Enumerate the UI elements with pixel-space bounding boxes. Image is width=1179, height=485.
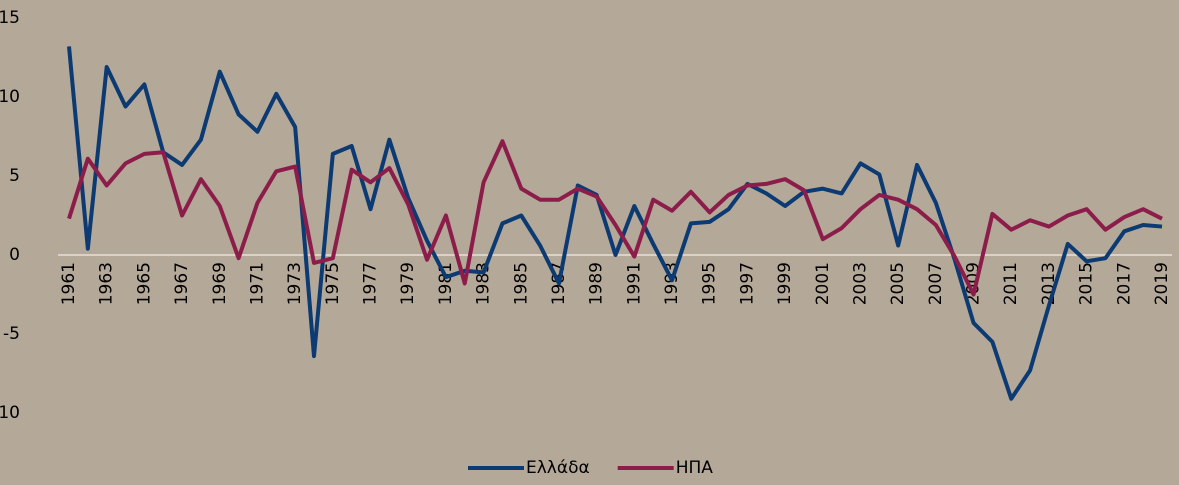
x-tick-label: 2011 xyxy=(1001,262,1021,305)
x-tick-label: 1989 xyxy=(587,262,607,305)
x-tick-label: 1995 xyxy=(700,262,720,305)
x-tick-label: 1975 xyxy=(323,262,343,305)
y-tick-label: 10 xyxy=(0,87,20,107)
y-tick-label: 0 xyxy=(9,245,20,265)
x-tick-label: 2001 xyxy=(813,262,833,305)
x-tick-label: 1965 xyxy=(134,262,154,305)
x-tick-label: 1977 xyxy=(361,262,381,305)
legend-label: Ελλάδα xyxy=(526,458,590,478)
x-tick-label: 1981 xyxy=(436,262,456,305)
y-tick-label: -5 xyxy=(3,324,20,344)
y-tick-label: 15 xyxy=(0,8,20,28)
legend-label: ΗΠΑ xyxy=(676,458,714,478)
y-tick-label: 5 xyxy=(9,166,20,186)
x-tick-label: 1961 xyxy=(59,262,79,305)
x-tick-label: 1963 xyxy=(97,262,117,305)
x-tick-label: 2019 xyxy=(1152,262,1172,305)
x-tick-label: 1967 xyxy=(172,262,192,305)
x-tick-label: 1971 xyxy=(247,262,267,305)
x-tick-label: 1991 xyxy=(624,262,644,305)
x-tick-label: 1973 xyxy=(285,262,305,305)
x-tick-label: 2017 xyxy=(1114,262,1134,305)
x-tick-label: 1985 xyxy=(511,262,531,305)
x-tick-label: 2005 xyxy=(888,262,908,305)
y-tick-label: -10 xyxy=(0,403,20,423)
x-tick-label: 2007 xyxy=(926,262,946,305)
x-tick-label: 1999 xyxy=(775,262,795,305)
series-line xyxy=(67,46,1163,401)
x-tick-label: 2015 xyxy=(1077,262,1097,305)
x-tick-label: 1997 xyxy=(737,262,757,305)
x-tick-label: 1969 xyxy=(210,262,230,305)
x-tick-label: 2003 xyxy=(850,262,870,305)
x-tick-label: 1979 xyxy=(398,262,418,305)
series-line xyxy=(67,139,1163,297)
